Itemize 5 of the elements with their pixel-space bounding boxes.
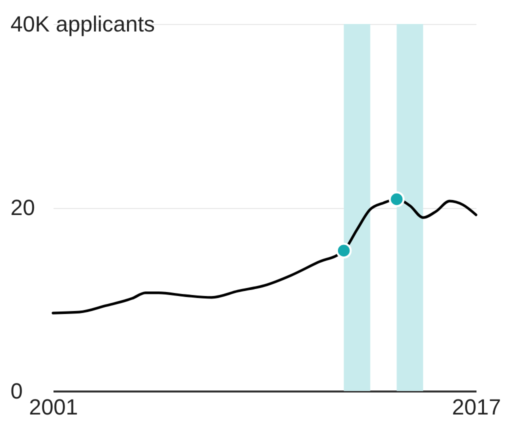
y-tick-label: 0 bbox=[10, 378, 23, 404]
y-tick-label: 40K applicants bbox=[10, 12, 155, 36]
x-tick-label: 2017 bbox=[452, 394, 501, 420]
y-tick-label: 20 bbox=[10, 195, 35, 220]
x-tick-label: 2001 bbox=[29, 394, 78, 420]
